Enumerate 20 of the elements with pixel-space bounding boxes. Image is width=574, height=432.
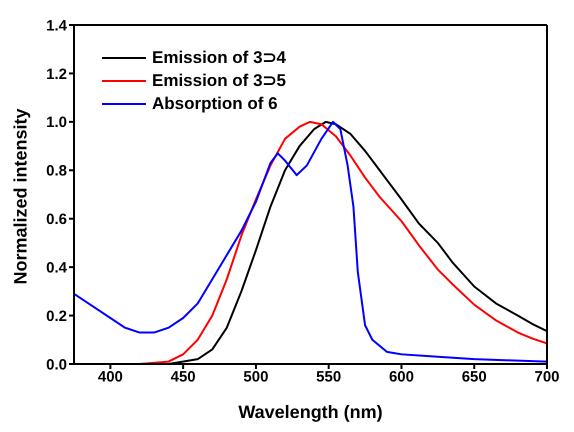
y-tick-label: 0.0 <box>46 356 67 374</box>
legend-label: Emission of 3⊃5 <box>152 70 286 92</box>
y-tick-label: 0.8 <box>46 162 67 180</box>
x-tick-label: 500 <box>243 368 268 386</box>
y-tick-label: 0.4 <box>46 259 68 276</box>
x-tick-label: 450 <box>170 368 196 386</box>
legend-label: Emission of 3⊃4 <box>152 47 286 69</box>
x-axis-title: Wavelength (nm) <box>238 402 383 422</box>
x-tick-label: 650 <box>462 368 487 386</box>
y-tick-label: 0.2 <box>46 308 67 325</box>
x-tick-label: 550 <box>316 368 342 386</box>
x-tick-label: 600 <box>388 368 414 386</box>
legend-label: Absorption of 6 <box>152 93 278 115</box>
y-tick-label: 1.0 <box>46 114 67 132</box>
y-tick-label: 0.6 <box>46 211 67 228</box>
x-tick-label: 400 <box>98 368 123 386</box>
y-tick-label: 1.2 <box>46 66 67 83</box>
y-axis-title: Normalized intensity <box>10 108 30 284</box>
y-tick-label: 1.4 <box>46 17 68 34</box>
x-tick-label: 700 <box>534 368 560 386</box>
